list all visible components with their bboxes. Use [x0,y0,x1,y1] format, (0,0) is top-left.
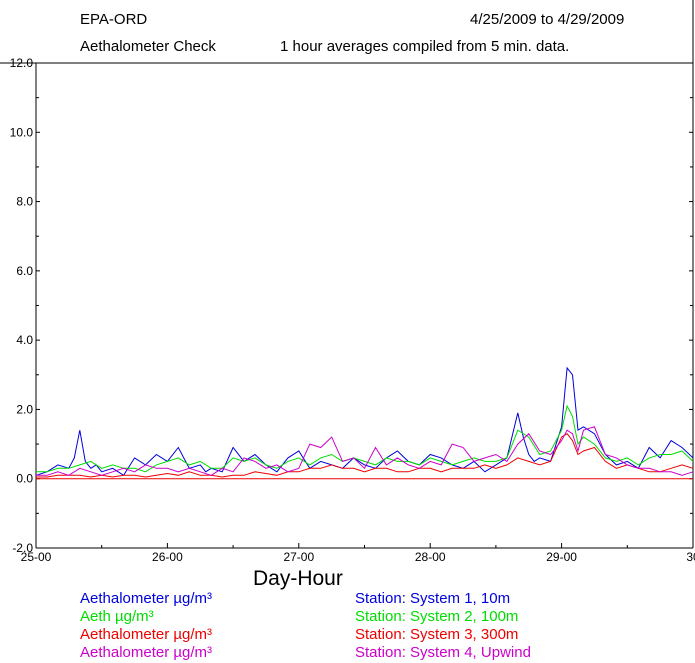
chart-frame [0,0,694,549]
y-tick-label: 8.0 [16,195,33,209]
y-tick-label: -2.0 [12,541,33,555]
legend-label-1: Aethalometer µg/m³ [80,590,213,607]
legend-station-3: Station: System 3, 300m [355,626,519,643]
legend-station-1: Station: System 1, 10m [355,590,511,607]
legend-station-2: Station: System 2, 100m [355,608,519,625]
x-tick-label: 25-00 [21,550,52,564]
org-label: EPA-ORD [80,11,148,28]
chart: -2.0 0.0 2.0 4.0 6.0 8.0 10.0 12.0 25-00 26-00 27… [0,0,695,564]
date-range: 4/25/2009 to 4/29/2009 [470,11,625,28]
y-tick-label: 6.0 [16,264,33,278]
y-tick-label: 4.0 [16,333,33,347]
y-tick-label: 10.0 [10,125,34,139]
x-axis-title: Day-Hour [253,567,343,590]
chart-subtitle: Aethalometer Check [80,38,216,55]
y-tick-label: 2.0 [16,402,33,416]
chart-note: 1 hour averages compiled from 5 min. dat… [280,38,570,55]
legend-station-4: Station: System 4, Upwind [355,644,531,661]
series-line-3 [36,433,694,478]
legend-label-4: Aethalometer µg/m³ [80,644,213,661]
y-axis: -2.0 0.0 2.0 4.0 6.0 8.0 10.0 12.0 [10,56,693,555]
legend-label-3: Aethalometer µg/m³ [80,626,213,643]
series-line-1 [35,366,694,476]
x-tick-label: 28-00 [415,550,446,564]
series-line-4 [36,426,694,476]
x-axis: 25-00 26-00 27-00 28-00 29-00 30 [21,543,695,564]
x-tick-label: 26-00 [152,550,183,564]
series-line-2 [36,404,694,473]
series-group [35,366,694,478]
x-tick-label: 30 [686,550,695,564]
x-tick-label: 27-00 [283,550,314,564]
x-tick-label: 29-00 [546,550,577,564]
y-tick-label: 0.0 [16,472,33,486]
y-tick-label: 12.0 [10,56,34,70]
legend-label-2: Aeth µg/m³ [80,608,154,625]
